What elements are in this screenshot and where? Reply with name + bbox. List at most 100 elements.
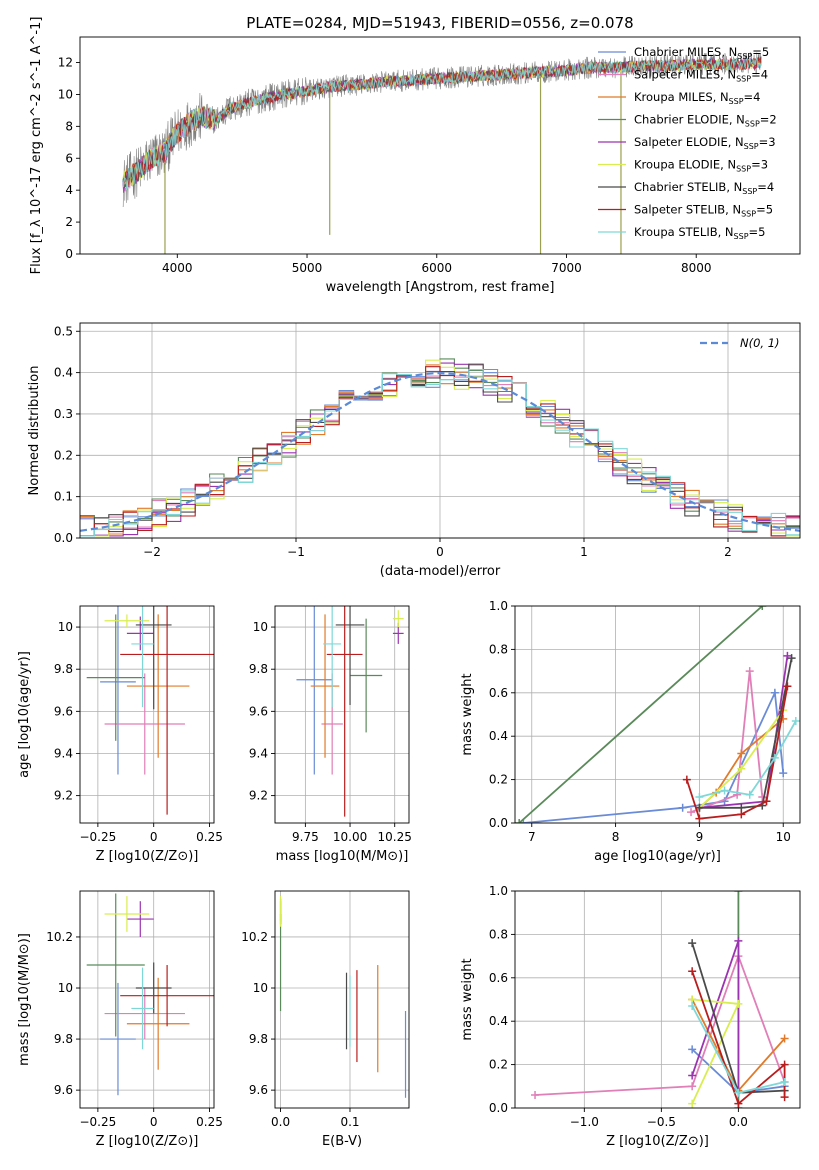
y-axis-label: mass weight [460, 673, 475, 755]
weight-marker [787, 654, 796, 663]
x-axis-label: E(B-V) [322, 1134, 362, 1149]
weight-marker [688, 1002, 697, 1011]
axes-frame [514, 605, 801, 824]
chart-0: 4000 5000 6000 7000 8000 0 2 4 6 8 10 12 wavelength … [29, 17, 801, 295]
weight-marker [688, 939, 697, 948]
x-tick-label: 10.25 [378, 830, 412, 844]
axes-frame [79, 322, 801, 539]
y-axis-label: mass [log10(M/M⊙)] [17, 933, 32, 1066]
y-tick-label: 0.0 [489, 816, 508, 830]
y-tick-label: 10.2 [241, 930, 268, 944]
y-tick-label: 4 [65, 183, 73, 197]
weight-marker [734, 891, 743, 895]
legend: N(0, 1) [700, 336, 780, 350]
plot-area [86, 606, 214, 815]
weight-marker [780, 1060, 789, 1069]
y-tick-label: 1.0 [489, 884, 508, 898]
figure-title: PLATE=0284, MJD=51943, FIBERID=0556, z=0… [246, 14, 633, 32]
x-tick-label: 10.00 [333, 830, 367, 844]
y-tick-label: 0.0 [489, 1101, 508, 1115]
y-tick-label: 0.6 [489, 971, 508, 985]
axes: 7 8 9 10 0.0 0.2 0.4 0.6 0.8 1.0 age [log10(age/yr… [460, 599, 801, 864]
x-tick-label: 0 [436, 545, 444, 559]
y-tick-label: 9.6 [54, 1083, 73, 1097]
legend-entry: Chabrier STELIB, NSSP=4 [634, 180, 774, 196]
normal-curve [80, 371, 800, 532]
x-axis-label: age [log10(age/yr)] [594, 849, 721, 864]
y-axis-label: Flux [f_λ 10^-17 erg cm^-2 s^-1 A^-1] [29, 17, 44, 275]
y-tick-label: 9.8 [54, 662, 73, 676]
x-tick-label: 8 [612, 830, 620, 844]
y-tick-label: 2 [65, 215, 73, 229]
chart-7: −1.0 −0.5 0.0 0.0 0.2 0.4 0.6 0.8 1.0 Z [log10(Z/… [460, 884, 801, 1149]
legend-entry: Salpeter MILES, NSSP=4 [634, 68, 768, 84]
plot-area [531, 891, 789, 1108]
y-tick-label: 6 [65, 151, 73, 165]
chart-6: 0.0 0.1 9.6 9.8 10 10.2 E(B-V) [241, 890, 410, 1149]
x-tick-label: 0 [150, 830, 158, 844]
chart-1: −2 −1 0 1 2 0.0 0.1 0.2 0.3 0.4 0.5 (data-model)/er… [27, 322, 801, 579]
y-tick-label: 0 [65, 247, 73, 261]
weight-marker [770, 688, 779, 697]
weight-marker [687, 808, 696, 817]
y-tick-label: 0.2 [489, 1058, 508, 1072]
axes: −1.0 −0.5 0.0 0.0 0.2 0.4 0.6 0.8 1.0 Z [log10(Z/… [460, 884, 801, 1149]
chart-3: 9.75 10.00 10.25 9.2 9.4 9.6 9.8 10 mass [log10(… [249, 605, 412, 864]
x-tick-label: 0.1 [340, 1115, 359, 1129]
weight-marker [678, 803, 687, 812]
y-tick-label: 10 [58, 620, 73, 634]
y-axis-label: age [log10(age/yr)] [17, 651, 32, 778]
legend-entry: N(0, 1) [740, 336, 780, 350]
y-tick-label: 10 [253, 620, 268, 634]
y-tick-label: 0.3 [54, 407, 73, 421]
weight-marker [734, 1088, 743, 1097]
weight-marker [737, 810, 746, 819]
x-tick-label: 4000 [162, 261, 193, 275]
weight-marker [780, 1077, 789, 1086]
axes-frame [514, 890, 801, 1109]
x-axis-label: (data-model)/error [380, 564, 501, 579]
y-tick-label: 9.8 [249, 1032, 268, 1046]
y-tick-label: 0.5 [54, 324, 73, 338]
weight-marker [734, 936, 743, 945]
axes-frame [274, 890, 410, 1109]
x-axis-label: Z [log10(Z/Z⊙)] [96, 1134, 199, 1149]
weight-marker [791, 717, 800, 726]
legend-entry: Salpeter STELIB, NSSP=5 [634, 203, 773, 219]
y-tick-label: 9.2 [54, 789, 73, 803]
x-tick-label: 0 [150, 1115, 158, 1129]
y-axis-label: mass weight [460, 958, 475, 1040]
weight-marker [737, 764, 746, 773]
x-tick-label: 7000 [551, 261, 582, 275]
weight-marker [779, 714, 788, 723]
legend-entry: Chabrier ELODIE, NSSP=2 [634, 113, 777, 129]
weight-marker [783, 682, 792, 691]
weight-line-1 [534, 953, 786, 1096]
legend-entry: Chabrier MILES, NSSP=5 [634, 45, 769, 61]
x-axis-label: wavelength [Angstrom, rest frame] [326, 280, 555, 295]
axes-frame [79, 36, 801, 255]
chart-5: −0.25 0 0.25 9.6 9.8 10 10.2 Z [log10(Z/Z⊙)] mas… [17, 890, 223, 1149]
plot-area [296, 606, 404, 817]
x-tick-label: 0.25 [196, 1115, 223, 1129]
y-tick-label: 8 [65, 119, 73, 133]
weight-marker [531, 1090, 540, 1099]
axes-frame [274, 605, 410, 824]
x-tick-label: −1 [287, 545, 305, 559]
y-tick-label: 9.2 [249, 789, 268, 803]
plot-area [515, 606, 800, 823]
y-tick-label: 9.8 [54, 1032, 73, 1046]
weight-marker [734, 999, 743, 1008]
legend-entry: Salpeter ELODIE, NSSP=3 [634, 135, 776, 151]
axes: −0.25 0 0.25 9.2 9.4 9.6 9.8 10 Z [log10(Z/Z⊙)] a… [17, 605, 223, 864]
y-tick-label: 0.4 [54, 366, 73, 380]
y-axis-label: Normed distribution [27, 366, 42, 496]
y-tick-label: 12 [58, 56, 73, 70]
weight-marker [779, 769, 788, 778]
x-tick-label: −2 [143, 545, 161, 559]
y-tick-label: 10.2 [46, 930, 73, 944]
weight-marker [688, 967, 697, 976]
model-series-7 [122, 57, 762, 186]
weight-marker [688, 1099, 697, 1108]
